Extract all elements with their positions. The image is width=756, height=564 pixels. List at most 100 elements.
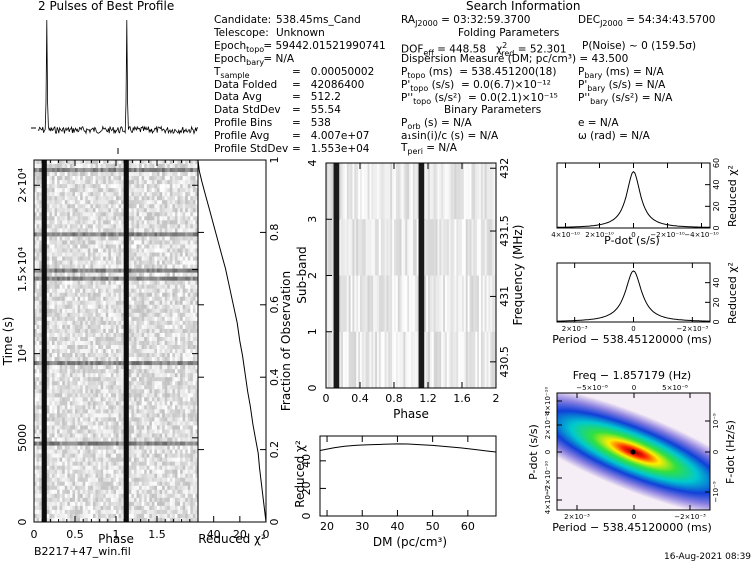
heatmap-cell xyxy=(195,405,199,410)
heatmap-cell xyxy=(82,284,86,290)
heatmap-cell xyxy=(187,260,191,266)
heatmap-cell xyxy=(169,389,173,394)
heatmap-cell xyxy=(128,224,132,229)
heatmap-cell xyxy=(162,304,166,310)
heatmap-cell xyxy=(131,176,135,181)
heatmap-cell xyxy=(100,180,104,185)
heatmap-cell xyxy=(95,252,99,258)
heatmap-cell xyxy=(87,300,91,306)
heatmap-cell xyxy=(110,212,114,217)
heatmap-cell xyxy=(185,316,189,322)
heatmap-cell xyxy=(105,208,109,213)
heatmap-cell xyxy=(49,469,53,475)
heatmap-cell xyxy=(116,401,120,406)
heatmap-cell xyxy=(77,188,81,193)
heatmap-cell xyxy=(133,324,137,330)
heatmap-cell xyxy=(172,288,176,294)
heatmap-cell xyxy=(57,244,61,249)
heatmap-cell xyxy=(187,272,191,278)
heatmap-cell xyxy=(162,192,166,197)
heatmap-cell xyxy=(85,457,89,463)
heatmap-cell xyxy=(49,405,53,410)
heatmap-cell xyxy=(57,469,61,475)
heatmap-cell xyxy=(190,393,194,398)
heatmap-cell xyxy=(177,204,181,209)
heatmap-cell xyxy=(126,397,130,402)
heatmap-cell xyxy=(149,328,153,334)
heatmap-cell xyxy=(44,320,48,326)
heatmap-cell xyxy=(167,461,171,467)
heatmap-cell xyxy=(69,453,73,459)
heatmap-cell xyxy=(151,164,155,169)
heatmap-cell xyxy=(185,409,189,414)
heatmap-cell xyxy=(57,188,61,193)
heatmap-cell xyxy=(36,276,40,282)
heatmap-cell xyxy=(128,417,132,422)
heatmap-cell xyxy=(116,164,120,169)
heatmap-cell xyxy=(62,385,66,390)
heatmap-cell xyxy=(36,457,40,463)
heatmap-cell xyxy=(75,196,79,201)
heatmap-cell xyxy=(57,228,61,233)
heatmap-cell xyxy=(133,441,137,447)
heatmap-cell xyxy=(36,373,40,378)
heatmap-cell xyxy=(141,284,145,290)
heatmap-cell xyxy=(174,461,178,467)
heatmap-cell xyxy=(185,200,189,205)
heatmap-cell xyxy=(157,437,161,443)
heatmap-cell xyxy=(118,164,122,169)
heatmap-cell xyxy=(131,316,135,322)
heatmap-cell xyxy=(95,164,99,169)
heatmap-cell xyxy=(98,268,102,274)
heatmap-cell xyxy=(162,413,166,418)
heatmap-cell xyxy=(113,320,117,326)
heatmap-cell xyxy=(121,188,125,193)
heatmap-cell xyxy=(34,180,38,185)
heatmap-cell xyxy=(80,212,84,217)
heatmap-cell xyxy=(41,417,45,422)
heatmap-cell xyxy=(82,180,86,185)
heatmap-cell xyxy=(34,204,38,209)
heatmap-cell xyxy=(121,373,125,378)
heatmap-cell xyxy=(41,465,45,471)
heatmap-cell xyxy=(131,292,135,298)
heatmap-cell xyxy=(195,296,199,302)
heatmap-cell xyxy=(139,236,143,241)
heatmap-cell xyxy=(146,425,150,430)
heatmap-cell xyxy=(44,252,48,258)
heatmap-cell xyxy=(39,361,43,366)
heatmap-cell xyxy=(46,397,50,402)
heatmap-cell xyxy=(133,453,137,459)
heatmap-cell xyxy=(59,401,63,406)
heatmap-cell xyxy=(159,437,163,443)
heatmap-cell xyxy=(128,204,132,209)
heatmap-cell xyxy=(146,264,150,270)
heatmap-cell xyxy=(77,176,81,181)
heatmap-cell xyxy=(151,457,155,463)
heatmap-cell xyxy=(195,373,199,378)
heatmap-cell xyxy=(167,429,171,435)
heatmap-cell xyxy=(151,461,155,467)
heatmap-cell xyxy=(123,240,127,245)
heatmap-cell xyxy=(157,409,161,414)
heatmap-cell xyxy=(187,300,191,306)
heatmap-cell xyxy=(108,248,112,254)
heatmap-cell xyxy=(85,312,89,318)
heatmap-cell xyxy=(133,252,137,258)
heatmap-cell xyxy=(90,220,94,225)
heatmap-cell xyxy=(126,200,130,205)
heatmap-cell xyxy=(133,377,137,382)
heatmap-cell xyxy=(108,381,112,386)
heatmap-cell xyxy=(192,244,196,249)
heatmap-cell xyxy=(118,409,122,414)
heatmap-cell xyxy=(34,192,38,197)
heatmap-cell xyxy=(141,401,145,406)
heatmap-cell xyxy=(51,272,55,278)
heatmap-cell xyxy=(62,304,66,310)
heatmap-cell xyxy=(110,236,114,241)
heatmap-cell xyxy=(98,336,102,342)
heatmap-cell xyxy=(141,168,145,173)
heatmap-cell xyxy=(182,413,186,418)
heatmap-cell xyxy=(123,401,127,406)
heatmap-cell xyxy=(149,433,153,439)
